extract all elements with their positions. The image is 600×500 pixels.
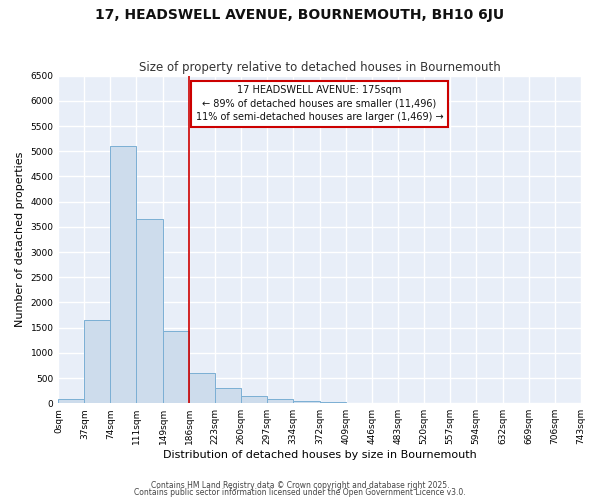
Bar: [215, 388, 241, 403]
Bar: [58, 400, 85, 403]
Text: 17, HEADSWELL AVENUE, BOURNEMOUTH, BH10 6JU: 17, HEADSWELL AVENUE, BOURNEMOUTH, BH10 …: [95, 8, 505, 22]
Bar: [241, 396, 267, 403]
Bar: [136, 220, 163, 403]
Text: Contains HM Land Registry data © Crown copyright and database right 2025.: Contains HM Land Registry data © Crown c…: [151, 480, 449, 490]
Bar: [110, 146, 136, 403]
Bar: [293, 400, 320, 403]
Y-axis label: Number of detached properties: Number of detached properties: [15, 152, 25, 327]
Bar: [85, 320, 110, 403]
Text: Contains public sector information licensed under the Open Government Licence v3: Contains public sector information licen…: [134, 488, 466, 497]
X-axis label: Distribution of detached houses by size in Bournemouth: Distribution of detached houses by size …: [163, 450, 476, 460]
Text: 17 HEADSWELL AVENUE: 175sqm
← 89% of detached houses are smaller (11,496)
11% of: 17 HEADSWELL AVENUE: 175sqm ← 89% of det…: [196, 86, 443, 122]
Title: Size of property relative to detached houses in Bournemouth: Size of property relative to detached ho…: [139, 62, 500, 74]
Bar: [189, 373, 215, 403]
Bar: [163, 331, 189, 403]
Bar: [267, 400, 293, 403]
Bar: [320, 402, 346, 403]
